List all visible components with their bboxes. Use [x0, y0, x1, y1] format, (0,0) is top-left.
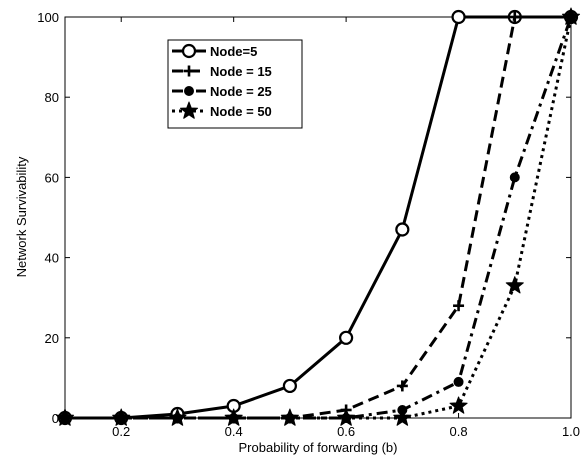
data-point: [181, 43, 197, 59]
series-layer: [55, 7, 581, 426]
data-point: [337, 408, 356, 426]
data-point: [224, 408, 243, 426]
y-tick-label: 80: [45, 90, 59, 105]
y-tick-label: 0: [52, 411, 59, 426]
series-line: [65, 15, 571, 420]
data-point: [183, 65, 195, 77]
data-point: [280, 408, 299, 426]
legend-label: Node = 15: [210, 64, 272, 79]
series-line: [65, 16, 573, 420]
legend-label: Node = 50: [210, 104, 272, 119]
data-point: [561, 7, 581, 25]
x-axis-label: Probability of forwarding (b): [239, 440, 398, 455]
axis-ticks: 0.2 0.4 0.6 0.8 1.0 0 20 40 60 80 100: [37, 10, 580, 439]
data-point: [393, 408, 412, 426]
legend-label: Node=5: [210, 44, 257, 59]
data-point: [509, 172, 520, 183]
data-point: [449, 396, 468, 414]
data-point: [112, 408, 131, 426]
x-tick-label: 0.2: [112, 424, 130, 439]
y-tick-label: 40: [45, 251, 59, 266]
data-point: [184, 86, 194, 96]
series-line: [65, 15, 571, 420]
data-point: [395, 222, 410, 237]
plot-area: [64, 16, 572, 419]
data-point: [505, 276, 524, 294]
data-point: [451, 9, 466, 25]
data-point: [179, 101, 199, 119]
legend: Node=5 Node = 15 Node = 25 Node = 50: [167, 39, 303, 129]
series-line: [65, 16, 573, 420]
data-point: [453, 376, 464, 387]
legend-label: Node = 25: [210, 84, 272, 99]
legend-entry: Node = 25: [172, 84, 272, 99]
legend-entry: Node = 50: [172, 101, 272, 119]
y-tick-label: 60: [45, 170, 59, 185]
data-point: [282, 378, 297, 394]
data-point: [168, 408, 187, 426]
x-tick-label: 0.8: [450, 424, 468, 439]
data-point: [339, 330, 354, 345]
legend-entry: Node = 15: [172, 64, 272, 79]
data-point: [55, 408, 75, 426]
y-axis-label: Network Survivability: [14, 156, 29, 277]
series-4: [55, 7, 581, 426]
data-point: [509, 11, 521, 23]
x-tick-label: 0.4: [225, 424, 243, 439]
y-tick-label: 100: [37, 10, 59, 25]
y-tick-label: 20: [45, 331, 59, 346]
data-point: [396, 380, 408, 392]
x-tick-label: 0.6: [337, 424, 355, 439]
x-tick-label: 1.0: [562, 424, 580, 439]
legend-entry: Node=5: [172, 43, 257, 59]
data-point: [453, 300, 465, 312]
